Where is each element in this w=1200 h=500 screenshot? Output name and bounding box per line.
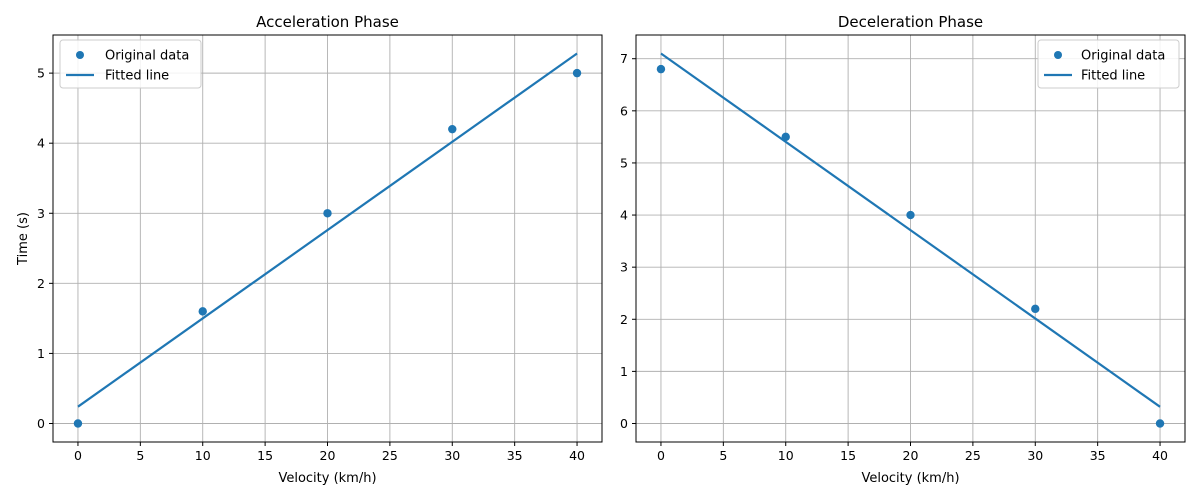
x-tick-label: 40 [1152,448,1168,463]
x-tick-label: 35 [1090,448,1106,463]
chart-title: Deceleration Phase [838,13,983,31]
y-tick-label: 3 [620,260,628,275]
fitted-line [660,52,1161,408]
x-axis-label: Velocity (km/h) [861,471,959,486]
x-tick-label: 15 [840,448,856,463]
data-point [323,209,332,218]
x-tick-label: 30 [444,448,460,463]
x-tick-label: 25 [382,448,398,463]
grid [636,35,1185,442]
data-point [1155,419,1165,428]
x-axis-ticks: 0 5 10 15 20 25 30 35 40 [657,442,1168,463]
data-point [1031,304,1040,314]
legend-label-fitted-line: Fitted line [105,69,169,84]
chart-acceleration: Acceleration Phase 0 5 10 15 20 25 30 35 40 0123… [16,13,603,486]
legend-box [59,39,202,89]
legend-label-original-data: Original data [1081,49,1165,64]
data-point [73,419,83,428]
legend-label-fitted-line: Fitted line [1081,69,1145,84]
x-tick-label: 25 [965,448,981,463]
data-point [572,68,582,78]
y-axis-ticks: 0 1 2 3 4 5 6 7 [620,51,636,431]
y-tick-label: 5 [37,66,45,81]
grid [53,35,602,442]
x-tick-label: 20 [903,448,919,463]
data-point [198,307,207,316]
y-tick-label: 4 [620,208,628,223]
x-tick-label: 35 [507,448,523,463]
y-tick-label: 7 [620,51,628,66]
y-tick-label: 0 [37,416,45,431]
legend-scatter-marker [1054,51,1062,59]
y-tick-label: 1 [620,364,628,379]
legend-label-original-data: Original data [105,49,189,64]
chart-deceleration: Deceleration Phase 0 5 10 15 20 25 30 35 40 0123… [620,13,1186,486]
x-axis-label: Velocity (km/h) [278,471,376,486]
y-axis-ticks: 0 1 2 3 4 5 [37,66,53,431]
y-tick-label: 2 [37,276,45,291]
x-tick-label: 0 [657,448,665,463]
y-axis-label: Time (s) [16,212,31,266]
chart-title: Acceleration Phase [256,13,399,31]
x-tick-label: 10 [195,448,211,463]
legend: Original data Fitted line [1037,39,1180,89]
data-point [448,124,457,134]
data-point [656,64,666,74]
fitted-line-series [77,52,578,408]
data-points [73,68,582,428]
x-tick-label: 0 [74,448,82,463]
x-tick-label: 20 [320,448,336,463]
y-tick-label: 1 [37,346,45,361]
y-tick-label: 3 [37,206,45,221]
x-tick-label: 40 [569,448,585,463]
y-tick-label: 6 [620,103,628,118]
y-tick-label: 4 [37,136,45,151]
y-tick-label: 5 [620,155,628,170]
legend-scatter-marker [76,51,84,59]
fitted-line [77,52,578,408]
y-tick-label: 2 [620,312,628,327]
x-tick-label: 10 [778,448,794,463]
x-tick-label: 5 [136,448,144,463]
x-tick-label: 5 [719,448,727,463]
data-point [781,132,790,142]
x-axis-ticks: 0 5 10 15 20 25 30 35 40 [74,442,585,463]
x-tick-label: 30 [1027,448,1043,463]
data-points [656,64,1165,428]
legend-box [1037,39,1180,89]
x-tick-label: 15 [257,448,273,463]
fitted-line-series [660,52,1161,408]
data-point [906,210,915,220]
y-tick-label: 0 [620,416,628,431]
legend: Original data Fitted line [59,39,202,89]
